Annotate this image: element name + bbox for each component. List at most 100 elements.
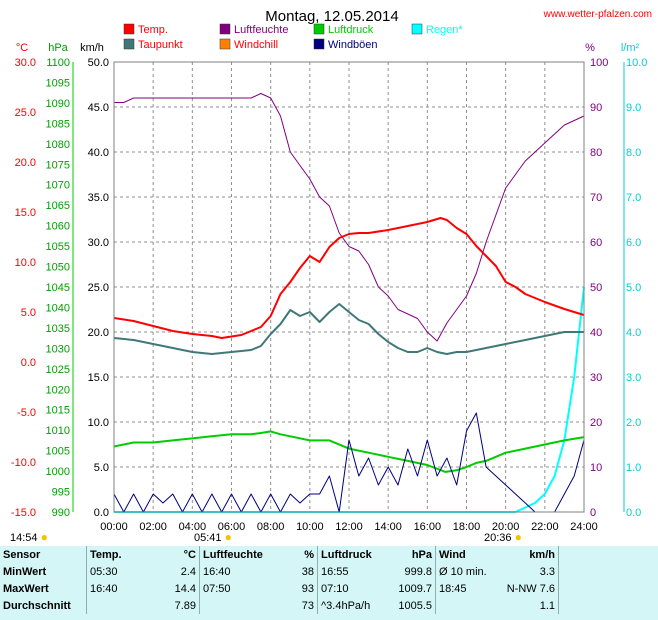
temp-tick-label: 25.0 [15, 107, 36, 119]
pressure-tick-label: 1000 [46, 466, 70, 478]
header-wind-unit: km/h [529, 548, 555, 561]
humidity-value: 93 [301, 582, 314, 595]
x-tick-label: 20:00 [492, 521, 520, 533]
x-tick-label: 08:00 [257, 521, 285, 533]
pressure-tick-label: 1090 [46, 98, 70, 110]
header-humidity-unit: % [304, 548, 314, 561]
x-tick-label: 24:00 [570, 521, 598, 533]
rain-tick-label: 8.0 [626, 147, 641, 159]
series-line-regen [114, 286, 585, 513]
sun-icon: ● [224, 530, 232, 544]
stats-row-max: MaxWert 16:40 14.4 07:50 93 07:10 1009.7… [0, 580, 653, 597]
pressure-tick-label: 1015 [46, 405, 70, 417]
x-tick-label: 22:00 [531, 521, 559, 533]
rain-axis-label: l/m² [621, 42, 640, 54]
humidity-tick-label: 60 [590, 237, 602, 249]
wind-tick-label: 15.0 [88, 372, 109, 384]
rain-tick-label: 7.0 [626, 192, 641, 204]
wind-tick-label: 35.0 [88, 192, 109, 204]
row-label: MaxWert [3, 582, 49, 595]
series-line-taupunkt [113, 303, 584, 355]
pressure-tick-label: 1085 [46, 118, 70, 130]
axis-unit-labels: °C hPa km/h% l/m² [16, 42, 640, 54]
temp-tick-label: -5.0 [17, 407, 36, 419]
pressure-value: 999.8 [404, 565, 432, 578]
x-tick-label: 04:00 [179, 521, 207, 533]
pressure-axis-label: hPa [48, 42, 68, 54]
wind-tick-label: 25.0 [88, 282, 109, 294]
temp-tick-label: 5.0 [21, 307, 36, 319]
pressure-tick-label: 1045 [46, 282, 70, 294]
stats-row-min: MinWert 05:30 2.4 16:40 38 16:55 999.8 Ø… [0, 563, 653, 580]
humidity-tick-label: 90 [590, 102, 602, 114]
legend-label: Temp. [138, 24, 168, 36]
series-line-temp [113, 217, 585, 339]
legend-label: Windchill [234, 39, 278, 51]
wind-axis-label: km/h [80, 42, 104, 54]
rain-tick-label: 4.0 [626, 327, 641, 339]
plot-frame [113, 61, 585, 513]
temp-value: 2.4 [180, 565, 196, 578]
legend-label: Luftfeuchte [234, 24, 288, 36]
wind-tick-label: 50.0 [88, 57, 109, 69]
row-label: Durchschnitt [3, 599, 71, 612]
legend-label: Taupunkt [138, 39, 183, 51]
wind-tick-label: 0.0 [94, 507, 109, 519]
pressure-tick-label: 1095 [46, 77, 70, 89]
chart-legend: Temp. Luftfeuchte Luftdruck Regen* Taupunkt W… [123, 23, 463, 51]
header-wind: Wind [435, 546, 492, 563]
wind-tick-label: 10.0 [88, 417, 109, 429]
pressure-time: 07:10 [317, 580, 384, 597]
legend-label: Luftdruck [328, 24, 374, 36]
pressure-tick-label: 1010 [46, 425, 70, 437]
pressure-tick-label: 1005 [46, 446, 70, 458]
pressure-value: 1009.7 [398, 582, 432, 595]
series-line-windben [113, 412, 585, 513]
x-tick-label: 00:00 [100, 521, 128, 533]
rain-tick-label: 10.0 [626, 57, 647, 69]
temp-time [86, 597, 148, 614]
header-temp-unit: °C [183, 548, 196, 561]
pressure-time: ^3.4hPa/h [317, 597, 384, 614]
legend-swatch [123, 38, 135, 50]
wind-tick-label: 30.0 [88, 237, 109, 249]
header-pressure: Luftdruck [317, 546, 384, 563]
pressure-tick-label: 1070 [46, 180, 70, 192]
humidity-time: 16:40 [199, 563, 266, 580]
pressure-value: 1005.5 [398, 599, 432, 612]
chart-grid [114, 62, 584, 512]
row-label: MinWert [3, 565, 47, 578]
x-tick-label: 18:00 [453, 521, 481, 533]
legend-swatch [219, 23, 231, 35]
temp-tick-label: 20.0 [15, 157, 36, 169]
wind-time: 18:45 [435, 580, 492, 597]
wind-tick-label: 40.0 [88, 147, 109, 159]
stats-row-avg: Durchschnitt 7.89 73 ^3.4hPa/h 1005.5 1.… [0, 597, 653, 614]
axis-ticks: 00:00 02:00 04:00 06:00 08:00 10:00 12:00 14:00… [11, 57, 648, 533]
legend-swatch [219, 38, 231, 50]
wind-value: N-NW 7.6 [506, 582, 555, 595]
header-temp: Temp. [86, 546, 148, 563]
x-tick-label: 14:00 [374, 521, 402, 533]
x-tick-label: 06:00 [218, 521, 246, 533]
weather-chart: Montag, 12.05.2014 www.wetter-pfalzen.co… [11, 8, 652, 533]
temp-tick-label: -10.0 [11, 457, 36, 469]
pressure-tick-label: 1040 [46, 302, 70, 314]
temp-value: 14.4 [174, 582, 196, 595]
x-tick-label: 02:00 [139, 521, 167, 533]
sunrise-time: 05:41 ● [194, 530, 232, 544]
humidity-time [199, 597, 266, 614]
pressure-tick-label: 1075 [46, 159, 70, 171]
pressure-tick-label: 1035 [46, 323, 70, 335]
header-sensor: Sensor [3, 548, 41, 561]
source-link[interactable]: www.wetter-pfalzen.com [543, 9, 652, 20]
series-line-luftdruck [113, 430, 585, 473]
pressure-tick-label: 1060 [46, 221, 70, 233]
humidity-tick-label: 80 [590, 147, 602, 159]
wind-value: 3.3 [539, 565, 555, 578]
pressure-time: 16:55 [317, 563, 384, 580]
humidity-tick-label: 30 [590, 372, 602, 384]
pressure-tick-label: 1030 [46, 343, 70, 355]
humidity-axis-label: % [585, 42, 595, 54]
chart-series [113, 93, 585, 513]
